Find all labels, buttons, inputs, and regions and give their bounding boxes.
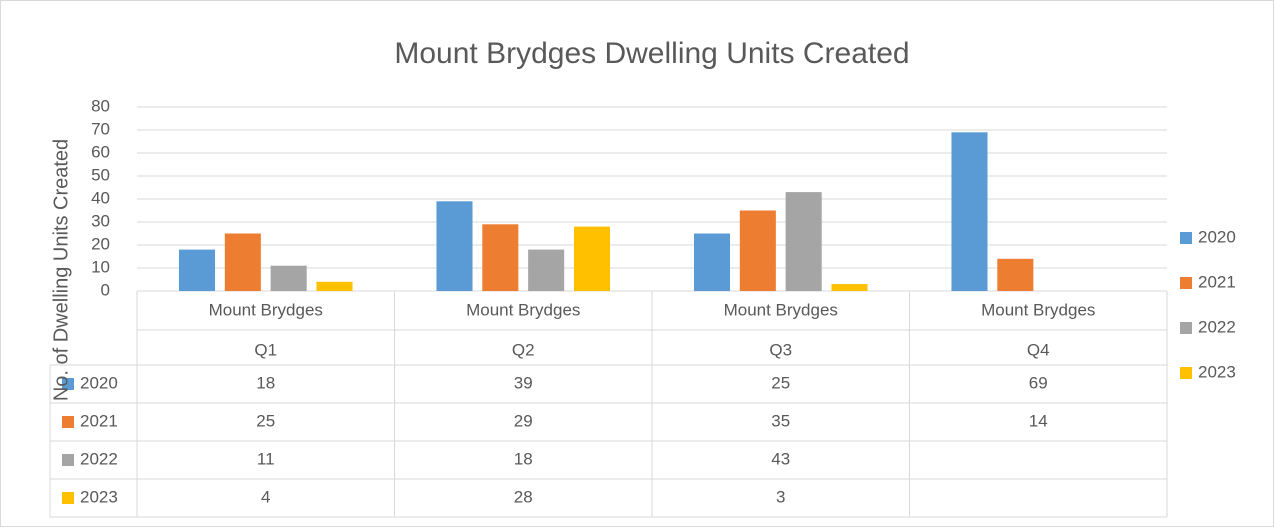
bar <box>528 249 565 291</box>
legend-label: 2022 <box>1198 317 1236 336</box>
table-value: 3 <box>776 487 785 506</box>
legend-label: 2021 <box>1198 272 1236 291</box>
bar <box>270 265 307 291</box>
table-value: 4 <box>261 487 270 506</box>
table-series-name: 2022 <box>80 449 118 468</box>
legend-key <box>1180 232 1192 244</box>
table-value: 14 <box>1029 411 1048 430</box>
bar <box>785 192 822 291</box>
legend-key <box>1180 367 1192 379</box>
table-value: 35 <box>771 411 790 430</box>
x-tick-label: Q1 <box>254 340 277 359</box>
table-value: 25 <box>771 373 790 392</box>
x-tick-label: Q2 <box>512 340 535 359</box>
y-tick-label: 60 <box>91 142 110 161</box>
bar <box>951 132 988 291</box>
y-axis-label: No. of Dwelling Units Created <box>50 139 72 401</box>
table-series-name: 2021 <box>80 411 118 430</box>
bar <box>224 233 261 291</box>
table-value: 25 <box>256 411 275 430</box>
bar <box>739 210 776 291</box>
table-legend-key <box>62 378 74 390</box>
bar <box>573 226 611 291</box>
y-tick-label: 10 <box>91 257 110 276</box>
x-group-label: Mount Brydges <box>466 300 580 319</box>
x-group-label: Mount Brydges <box>724 300 838 319</box>
table-series-name: 2023 <box>80 487 118 506</box>
table-value: 69 <box>1029 373 1048 392</box>
bar <box>482 224 519 291</box>
x-group-label: Mount Brydges <box>209 300 323 319</box>
table-series-name: 2020 <box>80 373 118 392</box>
bar <box>316 281 353 291</box>
bar <box>693 233 731 291</box>
legend-label: 2020 <box>1198 227 1236 246</box>
table-value: 28 <box>514 487 533 506</box>
x-group-label: Mount Brydges <box>981 300 1095 319</box>
bar <box>997 258 1034 291</box>
table-legend-key <box>62 416 74 428</box>
table-value: 11 <box>257 449 275 468</box>
bar <box>178 249 216 291</box>
x-tick-label: Q4 <box>1027 340 1050 359</box>
table-value: 18 <box>256 373 275 392</box>
legend-key <box>1180 277 1192 289</box>
y-tick-label: 50 <box>91 165 110 184</box>
y-tick-label: 70 <box>91 119 110 138</box>
legend-key <box>1180 322 1192 334</box>
table-legend-key <box>62 454 74 466</box>
x-tick-label: Q3 <box>769 340 792 359</box>
table-value: 29 <box>514 411 533 430</box>
legend-label: 2023 <box>1198 362 1236 381</box>
table-value: 39 <box>514 373 533 392</box>
y-tick-label: 0 <box>101 280 110 299</box>
y-tick-label: 20 <box>91 234 110 253</box>
table-value: 18 <box>514 449 533 468</box>
bar <box>831 284 868 291</box>
table-value: 43 <box>771 449 790 468</box>
y-tick-label: 80 <box>91 96 110 115</box>
chart-title: Mount Brydges Dwelling Units Created <box>394 37 909 70</box>
y-tick-label: 40 <box>91 188 110 207</box>
bar <box>436 201 473 291</box>
table-legend-key <box>62 492 74 504</box>
y-tick-label: 30 <box>91 211 110 230</box>
